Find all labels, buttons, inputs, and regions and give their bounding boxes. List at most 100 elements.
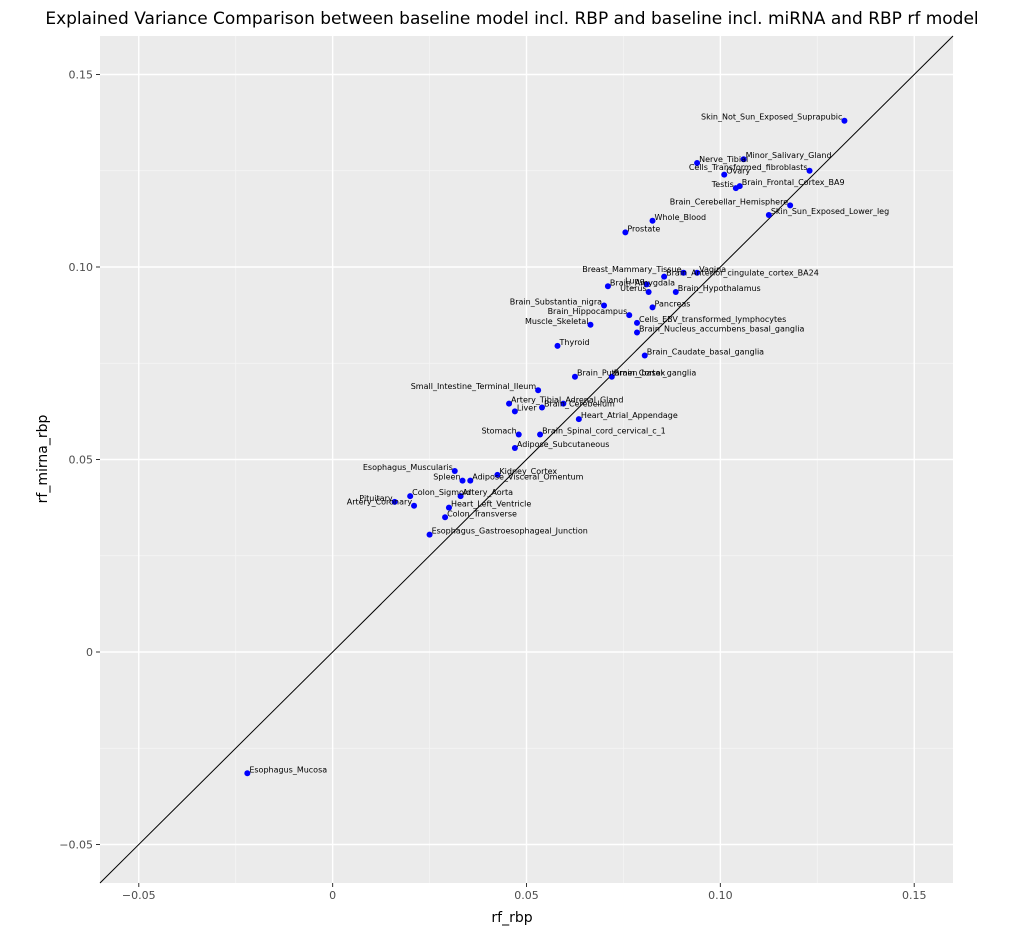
data-point [451,468,458,475]
point-label: Brain_Cerebellar_Hemisphere [670,197,788,206]
point-label: Brain_Hippocampus [548,307,628,316]
x-tick-label: −0.05 [122,889,156,902]
data-point [244,770,251,777]
y-axis-title: rf_mirna_rbp [35,415,51,504]
data-point [649,304,656,311]
data-point [560,400,567,407]
data-point [806,167,813,174]
data-point [459,477,466,484]
reference-line-layer [99,35,954,884]
point-label: Heart_Left_Ventricle [451,500,531,509]
data-point [506,400,513,407]
data-point [721,171,728,178]
y-tick-label: 0.15 [69,69,94,82]
data-point [601,302,608,309]
data-point [511,408,518,415]
x-tick-label: 0 [329,889,336,902]
data-point [645,289,652,296]
point-label: Muscle_Skeletal [525,317,588,326]
x-tick-label: 0.15 [902,889,927,902]
point-label: Pituitary [359,494,393,503]
point-label: Brain_Spinal_cord_cervical_c_1 [542,426,666,435]
data-point [411,502,418,509]
point-label: Colon_Sigmoid [412,488,471,497]
point-label: Esophagus_Mucosa [249,765,327,774]
point-label: Cells_Transformed_fibroblasts [689,163,808,172]
point-label: Brain_Caudate_basal_ganglia [647,348,764,357]
data-point [740,156,747,163]
data-point [571,373,578,380]
point-label: Lung [625,276,645,285]
y-tick-label: 0.05 [69,454,94,467]
data-point [787,202,794,209]
point-label: Adrenal_Gland [565,396,623,405]
data-point [841,117,848,124]
data-point [391,498,398,505]
y-tick-label: 0 [86,646,93,659]
data-point [649,217,656,224]
point-label: Ovary [726,167,750,176]
point-label: Skin_Sun_Exposed_Lower_leg [771,207,889,216]
point-label: Pancreas [655,299,691,308]
point-label: Brain_Amygdala [610,278,675,287]
point-label: Prostate [627,224,660,233]
point-label: Brain_Cerebellum [544,400,615,409]
data-point [680,269,687,276]
data-point [672,289,679,296]
point-label: Brain_Anterior_cingulate_cortex_BA24 [666,269,819,278]
data-point [641,352,648,359]
point-labels-layer: Skin_Not_Sun_Exposed_Suprapubic Minor_Sal… [249,113,889,775]
data-point [511,444,518,451]
data-point [604,283,611,290]
data-point [634,329,641,336]
data-point [587,321,594,328]
data-point [661,273,668,280]
point-label: Testis [711,180,734,189]
point-label: Artery_Aorta [463,488,513,497]
point-label: Esophagus_Gastroesophageal_Junction [432,527,588,536]
point-label: Brain_Substantia_nigra [510,298,602,307]
data-point [634,319,641,326]
data-point [694,160,701,167]
point-label: Whole_Blood [655,213,707,222]
point-label: Vagina [699,265,726,274]
point-label: Adipose_Visceral_Omentum [472,473,583,482]
point-label: Adipose_Subcutaneous [517,440,610,449]
point-label: Kidney_Cortex [499,467,557,476]
point-label: Artery_Tibial [511,396,561,405]
x-axis-ticks: −0.05 0 0.05 0.10 0.15 [122,883,927,902]
points-layer [244,117,848,777]
x-axis-title: rf_rbp [491,910,532,926]
data-point [426,531,433,538]
data-point [575,416,582,423]
point-label: Uterus [620,284,646,293]
data-point [407,493,414,500]
point-label: Brain_Frontal_Cortex_BA9 [742,178,845,187]
point-label: Breast_Mammary_Tissue [582,265,681,274]
data-point [537,431,544,438]
data-point [554,342,561,349]
data-point [765,212,772,219]
data-point [515,431,522,438]
point-label: Heart_Atrial_Appendage [581,411,678,420]
data-point [535,387,542,394]
data-point [622,229,629,236]
point-label: Brain_Cortex [614,369,666,378]
data-point [694,269,701,276]
point-label: Minor_Salivary_Gland [746,151,832,160]
point-label: Esophagus_Muscularis [363,463,453,472]
x-tick-label: 0.05 [514,889,539,902]
point-label: Spleen [433,473,460,482]
y-axis-ticks: −0.05 0 0.05 0.10 0.15 [59,69,100,852]
y-tick-label: 0.10 [69,261,94,274]
point-label: Brain_Putamen_basal_ganglia [577,369,696,378]
chart-title: Explained Variance Comparison between ba… [45,9,978,29]
point-label: Colon_Transverse [447,509,517,518]
point-label: Thyroid [559,338,590,347]
point-label: Nerve_Tibial [699,155,748,164]
point-label: Small_Intestine_Terminal_Ileum [411,382,537,391]
data-point [445,504,452,511]
point-label: Liver [517,403,537,412]
data-point [732,185,739,192]
